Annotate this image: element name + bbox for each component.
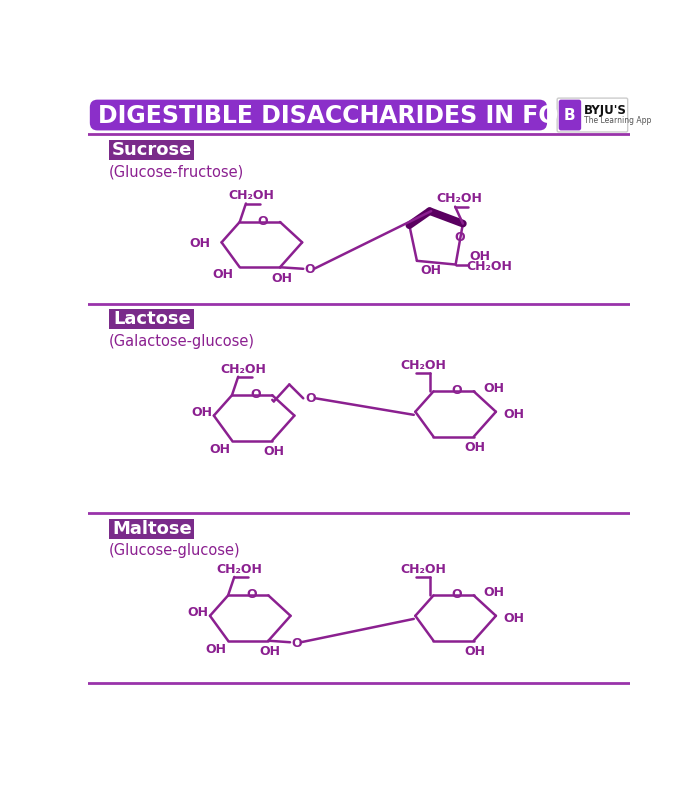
Text: The Learning App: The Learning App <box>584 116 652 125</box>
Text: CH₂OH: CH₂OH <box>400 563 447 576</box>
Text: OH: OH <box>421 264 442 277</box>
Text: OH: OH <box>465 441 486 454</box>
Text: OH: OH <box>190 238 211 251</box>
FancyBboxPatch shape <box>557 98 628 132</box>
Text: OH: OH <box>465 645 486 658</box>
Text: OH: OH <box>209 444 230 457</box>
Text: OH: OH <box>263 444 284 457</box>
FancyBboxPatch shape <box>90 100 547 131</box>
Text: O: O <box>258 215 268 228</box>
Text: CH₂OH: CH₂OH <box>467 260 512 272</box>
Text: O: O <box>455 231 466 244</box>
Text: O: O <box>304 263 315 276</box>
Text: CH₂OH: CH₂OH <box>400 358 447 371</box>
Text: OH: OH <box>188 607 209 620</box>
Text: BYJU'S: BYJU'S <box>584 104 627 117</box>
Text: DIGESTIBLE DISACCHARIDES IN FOOD: DIGESTIBLE DISACCHARIDES IN FOOD <box>98 104 598 128</box>
Text: OH: OH <box>504 612 525 625</box>
Text: (Galactose-glucose): (Galactose-glucose) <box>109 334 256 349</box>
Text: O: O <box>452 384 462 397</box>
Text: OH: OH <box>504 408 525 422</box>
Text: OH: OH <box>483 382 504 395</box>
Text: O: O <box>246 588 257 601</box>
Text: (Glucose-glucose): (Glucose-glucose) <box>109 543 241 558</box>
Text: Sucrose: Sucrose <box>111 140 192 159</box>
Text: Lactose: Lactose <box>113 310 190 328</box>
Text: Maltose: Maltose <box>112 520 192 538</box>
Text: CH₂OH: CH₂OH <box>220 363 267 375</box>
Text: (Glucose-fructose): (Glucose-fructose) <box>109 165 244 179</box>
Text: OH: OH <box>470 251 491 264</box>
Text: OH: OH <box>260 645 281 658</box>
Text: OH: OH <box>191 406 212 419</box>
Text: OH: OH <box>206 643 227 656</box>
FancyBboxPatch shape <box>109 309 195 329</box>
Text: B: B <box>564 108 575 122</box>
Text: OH: OH <box>271 272 292 285</box>
FancyBboxPatch shape <box>109 139 195 160</box>
FancyBboxPatch shape <box>559 100 581 131</box>
Text: OH: OH <box>483 586 504 599</box>
Text: CH₂OH: CH₂OH <box>228 189 274 202</box>
FancyBboxPatch shape <box>109 518 195 539</box>
Text: CH₂OH: CH₂OH <box>437 192 483 205</box>
Text: OH: OH <box>213 268 234 281</box>
Text: O: O <box>250 388 260 401</box>
Text: O: O <box>452 588 462 601</box>
Text: O: O <box>291 637 302 650</box>
Text: O: O <box>305 392 316 405</box>
Text: CH₂OH: CH₂OH <box>217 563 262 576</box>
